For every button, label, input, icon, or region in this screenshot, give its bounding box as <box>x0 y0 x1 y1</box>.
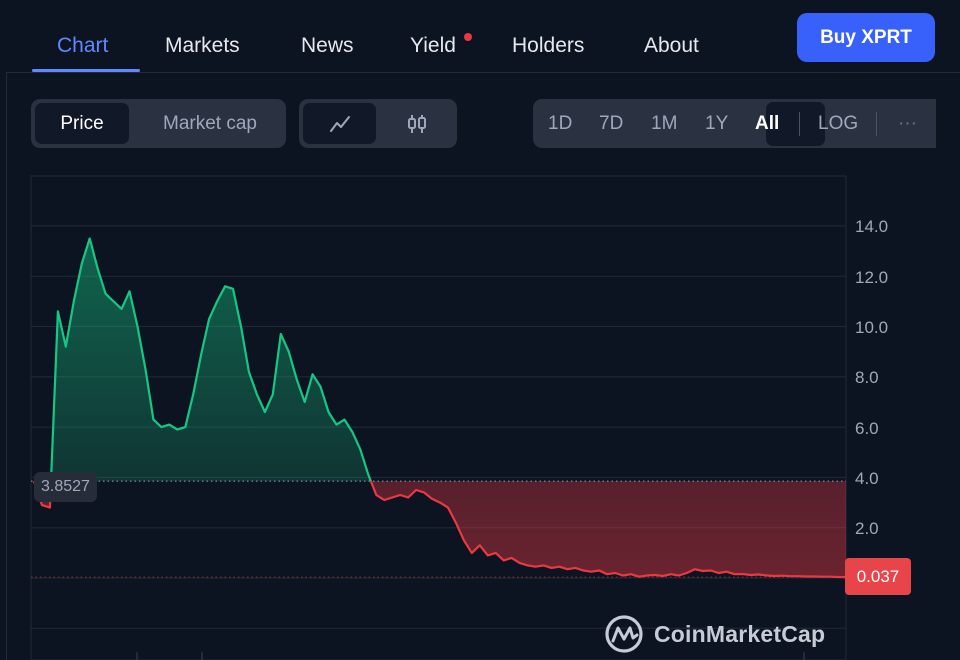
range-all[interactable]: All <box>755 113 780 134</box>
current-price-label: 0.037 <box>845 558 911 595</box>
tab-holders[interactable]: Holders <box>512 34 585 57</box>
range-1d[interactable]: 1D <box>548 113 573 134</box>
y-tick-label: 12.0 <box>855 268 889 287</box>
line-chart-button[interactable] <box>303 103 376 144</box>
tab-chart[interactable]: Chart <box>57 34 109 57</box>
coinmarketcap-logo-icon <box>605 615 643 653</box>
more-options-button[interactable]: ··· <box>898 113 917 134</box>
tab-news[interactable]: News <box>301 34 354 57</box>
y-tick-label: 4.0 <box>855 469 879 488</box>
range-7d[interactable]: 7D <box>599 113 624 134</box>
tab-yield[interactable]: Yield <box>410 34 456 57</box>
log-scale-toggle[interactable]: LOG <box>818 113 859 134</box>
reference-price-label: 3.8527 <box>34 472 97 502</box>
y-tick-label: 8.0 <box>855 368 879 387</box>
area-above-baseline <box>34 238 846 482</box>
chart-frame <box>30 175 847 660</box>
range-all-highlight <box>766 102 825 146</box>
metric-toggle: Price Market cap <box>31 99 286 148</box>
range-1m[interactable]: 1M <box>651 113 678 134</box>
top-nav: Chart Markets News Yield Holders About B… <box>0 0 960 74</box>
time-range-selector <box>533 99 936 148</box>
price-line-down <box>32 481 847 579</box>
buy-button[interactable]: Buy XPRT <box>797 13 935 62</box>
watermark: CoinMarketCap <box>604 614 825 654</box>
y-tick-label: 10.0 <box>855 318 889 337</box>
tab-about[interactable]: About <box>644 34 699 57</box>
candlestick-button[interactable] <box>380 103 453 144</box>
candlestick-icon <box>407 114 426 133</box>
panel-border <box>6 72 7 660</box>
range-divider <box>799 112 800 136</box>
chart-style-toggle <box>299 99 457 148</box>
market-cap-toggle[interactable]: Market cap <box>163 112 257 134</box>
y-tick-label: 2.0 <box>855 519 879 538</box>
area-below-baseline <box>34 481 846 578</box>
price-line-up <box>34 237 373 482</box>
notification-dot <box>464 33 472 41</box>
line-chart-icon <box>329 115 350 132</box>
price-toggle[interactable]: Price <box>35 103 129 144</box>
y-tick-label: 14.0 <box>855 217 889 236</box>
tab-markets[interactable]: Markets <box>165 34 240 57</box>
range-divider <box>876 112 877 136</box>
nav-divider <box>6 72 960 73</box>
range-1y[interactable]: 1Y <box>705 113 729 134</box>
y-tick-label: 6.0 <box>855 419 879 438</box>
active-tab-indicator <box>32 69 140 72</box>
watermark-text: CoinMarketCap <box>654 620 826 647</box>
